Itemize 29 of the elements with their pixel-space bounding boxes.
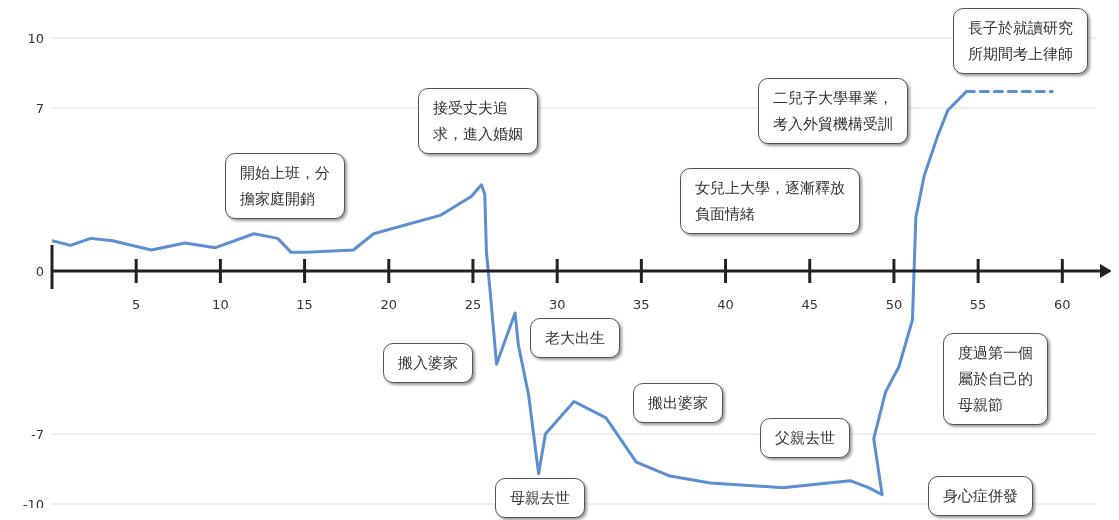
annotation: 母親去世 bbox=[495, 478, 585, 518]
y-tick-label: -10 bbox=[22, 496, 44, 512]
x-tick-label: 5 bbox=[132, 297, 141, 312]
annotation: 開始上班，分擔家庭開銷 bbox=[225, 153, 345, 219]
y-tick-label: 7 bbox=[35, 100, 44, 116]
x-tick-label: 25 bbox=[464, 297, 482, 312]
x-tick-label: 35 bbox=[633, 297, 650, 312]
x-tick-label: 20 bbox=[380, 297, 398, 312]
annotation: 老大出生 bbox=[530, 318, 620, 358]
annotation: 搬入婆家 bbox=[383, 343, 473, 383]
annotation: 父親去世 bbox=[760, 418, 850, 458]
annotation: 身心症併發 bbox=[928, 476, 1033, 516]
y-tick-label: 0 bbox=[35, 263, 44, 279]
x-tick-label: 45 bbox=[801, 297, 819, 312]
x-tick-label: 30 bbox=[548, 297, 566, 312]
x-tick-label: 15 bbox=[296, 297, 313, 312]
x-tick-label: 55 bbox=[969, 297, 987, 312]
x-tick-label: 50 bbox=[885, 297, 903, 312]
annotation: 搬出婆家 bbox=[633, 383, 723, 423]
annotation: 長子於就讀研究所期間考上律師 bbox=[953, 8, 1088, 74]
annotation: 二兒子大學畢業，考入外貿機構受訓 bbox=[758, 78, 908, 144]
annotation: 女兒上大學，逐漸釋放負面情緒 bbox=[680, 168, 860, 234]
x-tick-label: 10 bbox=[212, 297, 229, 312]
y-tick-label: -7 bbox=[31, 426, 44, 442]
x-tick-label: 40 bbox=[717, 297, 734, 312]
x-tick-label: 60 bbox=[1054, 297, 1071, 312]
annotation: 度過第一個屬於自己的母親節 bbox=[943, 333, 1048, 425]
y-tick-label: 10 bbox=[27, 30, 44, 46]
annotation: 接受丈夫追求，進入婚姻 bbox=[418, 88, 538, 154]
